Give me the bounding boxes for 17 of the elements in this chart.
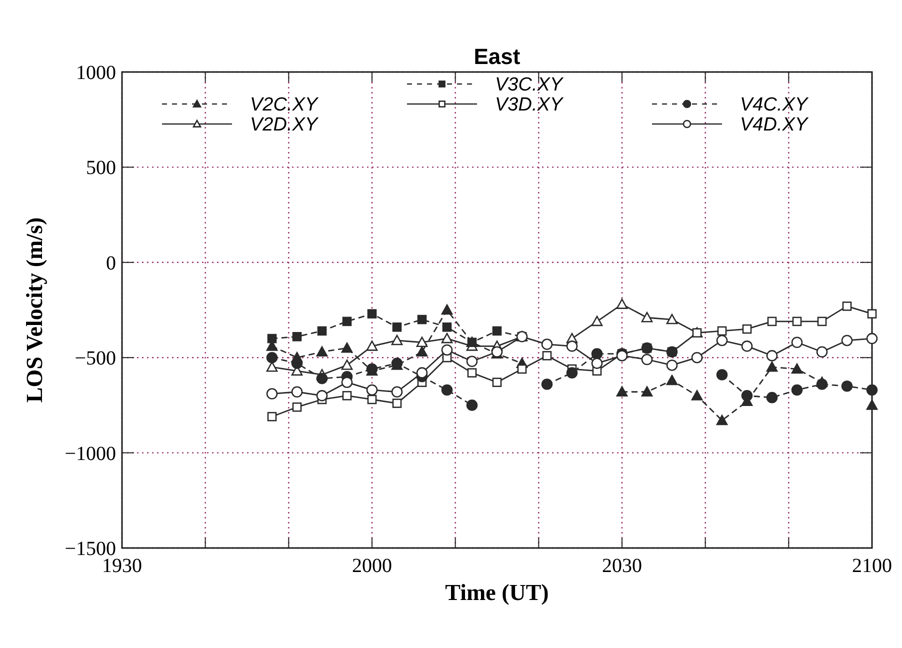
legend-label: V4D.XY: [740, 114, 809, 136]
y-axis-title: LOS Velocity (m/s): [22, 217, 47, 403]
y-tick-label: −1000: [64, 442, 116, 465]
legend-label: V4C.XY: [740, 94, 809, 116]
legend-label: V3D.XY: [495, 94, 564, 116]
chart-title: East: [474, 44, 521, 69]
y-tick-label: −500: [74, 348, 116, 370]
legend-label: V3C.XY: [495, 74, 564, 96]
legend-label: V2C.XY: [250, 94, 319, 116]
x-tick-label: 2100: [852, 555, 892, 577]
y-tick-label: 1000: [76, 62, 116, 84]
y-tick-label: 0: [106, 252, 116, 274]
legend-label: V2D.XY: [250, 114, 319, 136]
y-tick-label: 500: [86, 157, 116, 180]
x-tick-label: 2030: [602, 555, 642, 577]
x-tick-label: 2000: [352, 555, 392, 577]
x-axis-title: Time (UT): [445, 580, 549, 605]
